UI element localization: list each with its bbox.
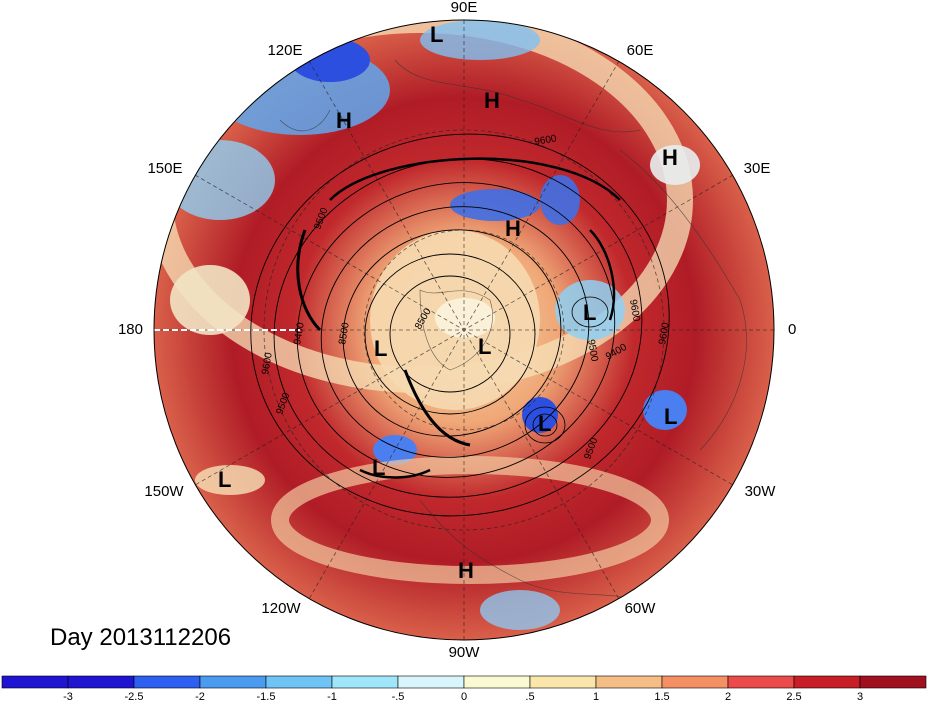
colorbar-swatch <box>727 675 795 689</box>
low-center-marker: L <box>372 455 385 480</box>
colorbar-swatch <box>265 675 333 689</box>
high-center-marker: H <box>662 145 678 170</box>
contour-label: 9600 <box>627 299 642 323</box>
pressure-centers: L H H H H L L L L L L L H <box>218 22 678 583</box>
high-center-marker: H <box>336 108 352 133</box>
colorbar-swatch <box>661 675 729 689</box>
colorbar-swatch <box>463 675 531 689</box>
colorbar-swatch <box>1 675 69 689</box>
colorbar-tick-label: 1 <box>593 691 599 702</box>
high-center-marker: H <box>484 88 500 113</box>
colorbar-tick-label: 2 <box>725 691 731 702</box>
colorbar-swatch <box>595 675 663 689</box>
colorbar-swatch <box>859 675 927 689</box>
colorbar-swatch <box>529 675 597 689</box>
colorbar-tick-label: -2.5 <box>125 691 144 702</box>
low-center-marker: L <box>664 404 677 429</box>
colorbar-tick-label: 3 <box>857 691 863 702</box>
lon-label-0: 0 <box>788 321 796 338</box>
colorbar-swatch <box>397 675 465 689</box>
longitude-labels: 90E 60E 30E 0 30W 60W 90W 120W 150W 180 … <box>118 0 796 661</box>
lon-label-120e: 120E <box>267 42 302 59</box>
lon-label-60e: 60E <box>627 42 654 59</box>
low-center-marker: L <box>478 334 491 359</box>
colorbar-tick-label: 2.5 <box>786 691 801 702</box>
contour-label: 9500 <box>585 339 600 363</box>
colorbar-swatch <box>331 675 399 689</box>
colorbar-swatch <box>793 675 861 689</box>
colorbar-tick-label: -1 <box>327 691 337 702</box>
colorbar-tick-label: 0 <box>461 691 467 702</box>
high-center-marker: L <box>218 467 231 492</box>
lon-label-150e: 150E <box>147 160 182 177</box>
low-center-marker: L <box>374 336 387 361</box>
colorbar-tick-label: -1.5 <box>257 691 276 702</box>
colorbar-tick-label: .5 <box>525 691 534 702</box>
lon-label-180: 180 <box>118 321 143 338</box>
contour-label: 9400 <box>292 321 307 345</box>
colorbar-tick-label: -.5 <box>392 691 405 702</box>
lon-label-30e: 30E <box>744 160 771 177</box>
coastlines <box>279 59 747 601</box>
colorbar-tick-label: -2 <box>195 691 205 702</box>
lon-label-60w: 60W <box>625 600 657 617</box>
lon-label-150w: 150W <box>144 483 184 500</box>
map-boundary <box>153 19 775 641</box>
colorbar-tick-label: -3 <box>63 691 73 702</box>
contour-label: 9600 <box>534 133 558 148</box>
graticule <box>154 20 774 640</box>
lon-label-30w: 30W <box>745 483 777 500</box>
low-center-marker: L <box>583 300 596 325</box>
date-stamp: Day 2013112206 <box>50 624 231 651</box>
lon-label-90w: 90W <box>449 644 481 661</box>
colorbar-swatch <box>67 675 135 689</box>
contour-label: 8500 <box>337 321 352 345</box>
contour-label: 9600 <box>657 321 672 345</box>
colorbar-swatch <box>133 675 201 689</box>
lon-label-90e: 90E <box>451 0 478 16</box>
high-center-marker: H <box>505 216 521 241</box>
high-center-marker: H <box>458 558 474 583</box>
lon-label-120w: 120W <box>261 600 301 617</box>
colorbar: -3 -2.5 -2 -1.5 -1 -.5 0 .5 1 1.5 2 2.5 3 <box>1 675 927 702</box>
colorbar-tick-label: 1.5 <box>654 691 669 702</box>
low-center-marker: L <box>538 411 551 436</box>
colorbar-swatch <box>199 675 267 689</box>
low-center-marker: L <box>430 22 443 47</box>
height-contours <box>250 133 670 517</box>
contour-label: 9600 <box>260 351 275 375</box>
